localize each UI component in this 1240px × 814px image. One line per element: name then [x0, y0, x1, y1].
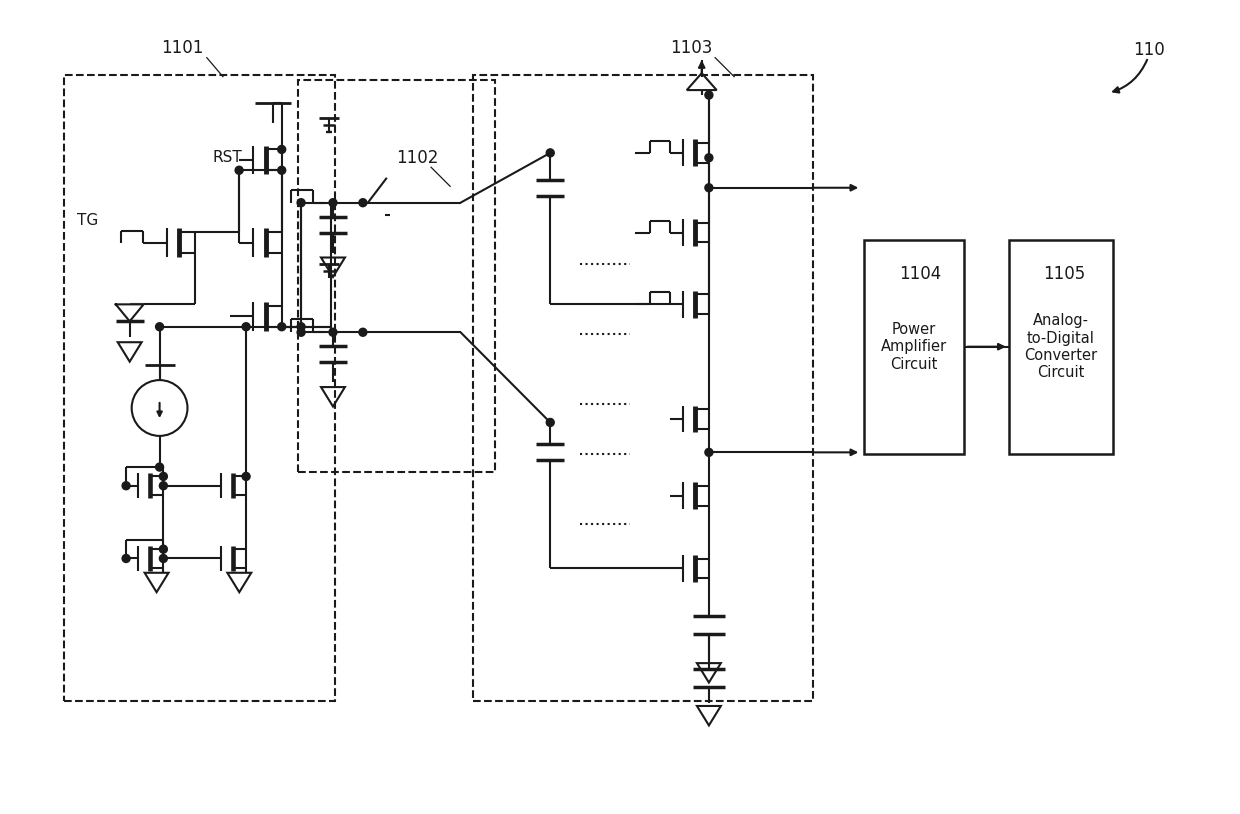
- Polygon shape: [115, 304, 144, 322]
- Circle shape: [236, 166, 243, 174]
- Text: 1105: 1105: [1044, 265, 1086, 283]
- Circle shape: [358, 328, 367, 336]
- Circle shape: [278, 166, 285, 174]
- Circle shape: [278, 146, 285, 153]
- Circle shape: [704, 184, 713, 192]
- Circle shape: [704, 449, 713, 457]
- Circle shape: [298, 199, 305, 207]
- Bar: [472, 75, 813, 701]
- Circle shape: [122, 482, 130, 490]
- Circle shape: [160, 554, 167, 562]
- Text: 1102: 1102: [396, 149, 438, 167]
- Text: 1101: 1101: [161, 39, 203, 57]
- Text: 1104: 1104: [899, 265, 941, 283]
- Circle shape: [547, 418, 554, 427]
- Text: 110: 110: [1133, 42, 1166, 59]
- Circle shape: [329, 199, 337, 207]
- Circle shape: [155, 322, 164, 330]
- Circle shape: [298, 328, 305, 336]
- Circle shape: [547, 149, 554, 157]
- Circle shape: [242, 472, 250, 480]
- Circle shape: [358, 199, 367, 207]
- Circle shape: [278, 322, 285, 330]
- Circle shape: [160, 482, 167, 490]
- Circle shape: [242, 322, 250, 330]
- Bar: [864, 239, 963, 454]
- Text: RST: RST: [212, 151, 242, 165]
- Text: TG: TG: [77, 213, 98, 228]
- Bar: [64, 75, 335, 701]
- Circle shape: [160, 545, 167, 554]
- Text: 1103: 1103: [670, 39, 712, 57]
- Circle shape: [160, 472, 167, 480]
- Circle shape: [122, 554, 130, 562]
- Bar: [1008, 239, 1114, 454]
- Circle shape: [704, 154, 713, 162]
- Circle shape: [704, 91, 713, 99]
- Text: Power
Amplifier
Circuit: Power Amplifier Circuit: [880, 322, 947, 372]
- Text: Analog-
to-Digital
Converter
Circuit: Analog- to-Digital Converter Circuit: [1024, 313, 1097, 380]
- Bar: [298, 80, 496, 472]
- Circle shape: [298, 322, 305, 330]
- Circle shape: [155, 463, 164, 471]
- Circle shape: [329, 328, 337, 336]
